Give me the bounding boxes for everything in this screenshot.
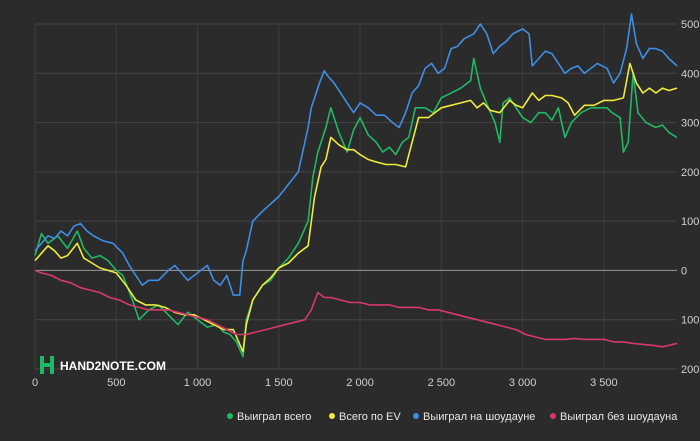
series-lines	[34, 13, 678, 358]
y-tick-label-1: 400	[681, 68, 699, 80]
legend: Выиграл всего Всего по EV Выиграл на шоуда…	[227, 411, 678, 423]
series-line-1	[34, 62, 678, 353]
legend-label-1: Всего по EV	[339, 411, 401, 423]
y-tick-label-2: 300	[681, 118, 699, 130]
x-tick-label-3: 1 500	[265, 377, 293, 389]
x-tick-label-6: 3 000	[509, 377, 537, 389]
y-tick-label-7: 200	[681, 364, 699, 376]
legend-marker-2	[413, 413, 419, 419]
x-tick-label-0: 0	[32, 377, 38, 389]
x-tick-label-5: 2 500	[428, 377, 456, 389]
x-tick-label-7: 3 500	[590, 377, 618, 389]
y-tick-label-3: 200	[681, 167, 699, 179]
legend-label-0: Выиграл всего	[237, 411, 311, 423]
series-line-0	[34, 57, 678, 358]
y-axis: 500 400 300 200 100 0 100 200	[681, 19, 699, 376]
x-tick-label-4: 2 000	[346, 377, 374, 389]
hand2note-logo-icon	[40, 356, 54, 374]
series-line-3	[34, 269, 678, 348]
x-tick-label-1: 500	[107, 377, 125, 389]
y-tick-label-4: 100	[681, 216, 699, 228]
x-tick-label-2: 1 000	[184, 377, 212, 389]
grid	[34, 23, 677, 370]
y-tick-label-5: 0	[681, 265, 687, 277]
x-axis: 0 500 1 000 1 500 2 000 2 500 3 000 3 500	[32, 377, 618, 389]
legend-marker-0	[227, 413, 233, 419]
watermark-text: HAND2NOTE.COM	[60, 359, 166, 373]
legend-label-2: Выиграл на шоудауне	[423, 411, 535, 423]
watermark: HAND2NOTE.COM	[40, 356, 166, 374]
y-tick-label-0: 500	[681, 19, 699, 31]
legend-marker-3	[550, 413, 556, 419]
y-tick-label-6: 100	[681, 315, 699, 327]
series-line-2	[34, 13, 678, 296]
legend-label-3: Выиграл без шоудауна	[560, 411, 678, 423]
legend-marker-1	[329, 413, 335, 419]
